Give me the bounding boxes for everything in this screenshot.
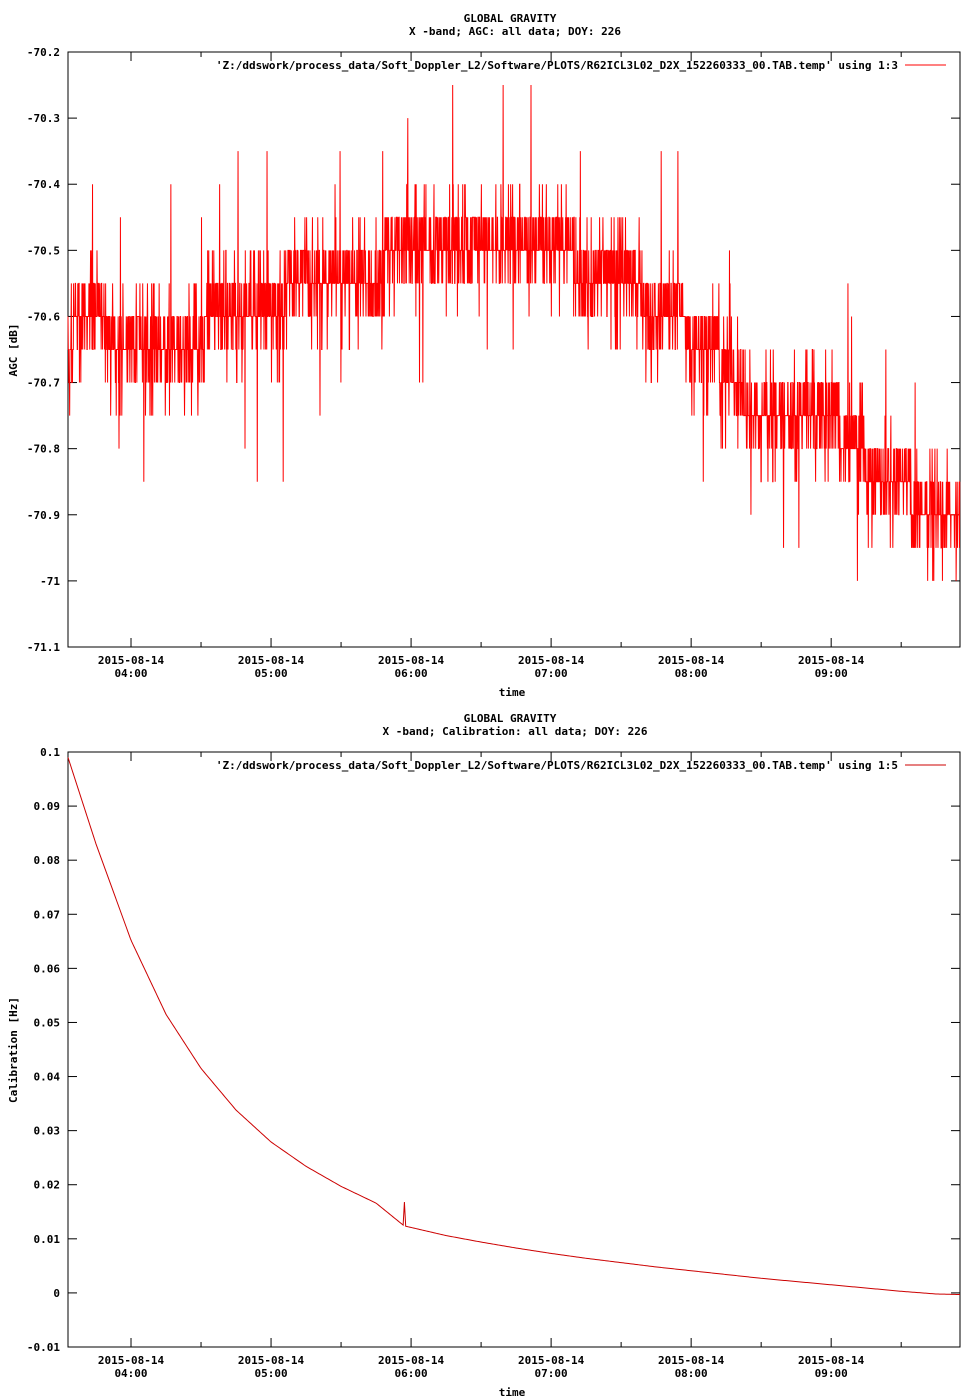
x-tick-date-label: 2015-08-14: [238, 1354, 305, 1367]
y-tick-label: 0.09: [34, 800, 61, 813]
calibration-series: [67, 757, 961, 1296]
x-tick-date-label: 2015-08-14: [238, 654, 305, 667]
y-tick-label: -70.5: [27, 244, 60, 257]
y-tick-label: 0.06: [34, 962, 61, 975]
y-tick-label: 0.02: [34, 1179, 61, 1192]
x-tick-time-label: 09:00: [815, 667, 848, 680]
calibration-plot-frame: [67, 751, 961, 1348]
agc-series: [67, 85, 961, 581]
x-tick-time-label: 08:00: [675, 1367, 708, 1380]
x-tick-time-label: 09:00: [815, 1367, 848, 1380]
agc-x-axis-label: time: [499, 686, 526, 699]
calibration-x-axis: 2015-08-1404:002015-08-1405:002015-08-14…: [98, 752, 902, 1380]
y-tick-label: -71.1: [27, 641, 60, 654]
y-tick-label: -70.7: [27, 377, 60, 390]
x-tick-time-label: 04:00: [114, 1367, 147, 1380]
agc-chart-subtitle: X -band; AGC: all data; DOY: 226: [409, 25, 621, 38]
x-tick-date-label: 2015-08-14: [798, 654, 865, 667]
x-tick-time-label: 07:00: [535, 1367, 568, 1380]
y-tick-label: 0.04: [34, 1071, 61, 1084]
agc-chart-title: GLOBAL GRAVITY: [464, 12, 557, 25]
agc-x-axis: 2015-08-1404:002015-08-1405:002015-08-14…: [98, 52, 902, 680]
y-tick-label: 0.01: [34, 1233, 61, 1246]
x-tick-time-label: 05:00: [254, 1367, 287, 1380]
calibration-chart: GLOBAL GRAVITY X -band; Calibration: all…: [7, 712, 961, 1399]
x-tick-date-label: 2015-08-14: [98, 1354, 165, 1367]
y-tick-label: -70.8: [27, 443, 60, 456]
x-tick-time-label: 07:00: [535, 667, 568, 680]
calibration-y-axis-label: Calibration [Hz]: [7, 997, 20, 1103]
x-tick-date-label: 2015-08-14: [658, 1354, 725, 1367]
x-tick-date-label: 2015-08-14: [798, 1354, 865, 1367]
agc-legend-label: 'Z:/ddswork/process_data/Soft_Doppler_L2…: [216, 59, 898, 72]
y-tick-label: -70.9: [27, 509, 60, 522]
y-tick-label: 0.07: [34, 908, 61, 921]
x-tick-date-label: 2015-08-14: [98, 654, 165, 667]
calibration-legend-label: 'Z:/ddswork/process_data/Soft_Doppler_L2…: [216, 759, 898, 772]
x-tick-time-label: 04:00: [114, 667, 147, 680]
y-tick-label: -70.3: [27, 112, 60, 125]
calibration-x-axis-label: time: [499, 1386, 526, 1399]
agc-chart: GLOBAL GRAVITY X -band; AGC: all data; D…: [7, 12, 961, 699]
x-tick-time-label: 08:00: [675, 667, 708, 680]
calibration-series-line: [67, 757, 961, 1296]
y-tick-label: -0.01: [27, 1341, 60, 1354]
agc-y-axis-label: AGC [dB]: [7, 324, 20, 377]
y-tick-label: 0.03: [34, 1125, 61, 1138]
x-tick-date-label: 2015-08-14: [378, 654, 445, 667]
calibration-chart-subtitle: X -band; Calibration: all data; DOY: 226: [383, 725, 648, 738]
x-tick-date-label: 2015-08-14: [378, 1354, 445, 1367]
agc-series-line: [67, 85, 961, 581]
x-tick-date-label: 2015-08-14: [658, 654, 725, 667]
calibration-chart-title: GLOBAL GRAVITY: [464, 712, 557, 725]
y-tick-label: -70.6: [27, 310, 60, 323]
y-tick-label: -70.4: [27, 178, 60, 191]
agc-y-axis: -70.2 -70.3 -70.4 -70.5 -70.6 -70.7 -70.8 -70.9…: [27, 46, 960, 654]
x-tick-time-label: 06:00: [395, 1367, 428, 1380]
x-tick-time-label: 05:00: [254, 667, 287, 680]
y-tick-label: -70.2: [27, 46, 60, 59]
calibration-y-axis: 0.1 0.09 0.08 0.07 0.06 0.05 0.04 0.03 0.02 0.01 0…: [27, 746, 960, 1354]
y-tick-label: -71: [40, 575, 60, 588]
y-tick-label: 0.1: [40, 746, 60, 759]
x-tick-time-label: 06:00: [395, 667, 428, 680]
x-tick-date-label: 2015-08-14: [518, 654, 585, 667]
x-tick-date-label: 2015-08-14: [518, 1354, 585, 1367]
y-tick-label: 0.05: [34, 1016, 61, 1029]
y-tick-label: 0: [53, 1287, 60, 1300]
y-tick-label: 0.08: [34, 854, 61, 867]
